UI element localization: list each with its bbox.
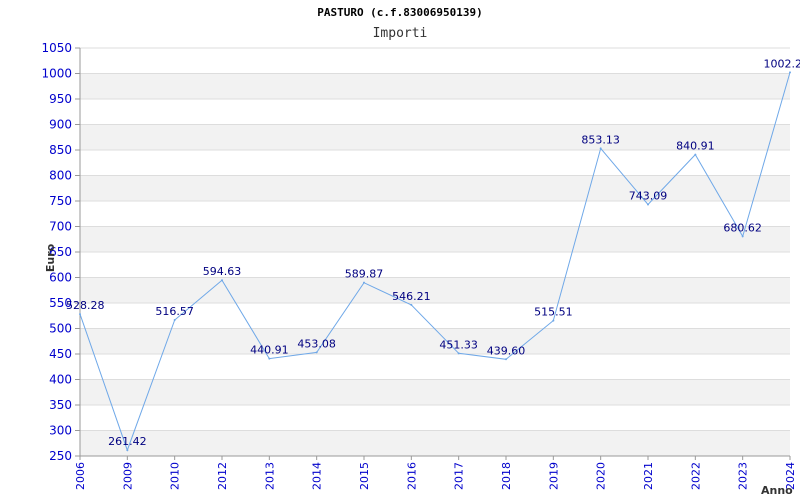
y-tick-label: 700 — [49, 220, 72, 234]
x-tick-label: 2023 — [737, 462, 750, 490]
grid-band — [80, 226, 790, 252]
x-axis-ticks: 2006 2009 2010 2012 2013 2014 2015 2016 2017 2018… — [74, 456, 797, 490]
y-tick-label: 1000 — [41, 67, 72, 81]
y-tick-label: 1050 — [41, 41, 72, 55]
x-tick-label: 2016 — [405, 462, 418, 490]
data-point — [741, 235, 744, 238]
grid-bands — [80, 73, 790, 456]
x-axis-label: Anno — [761, 484, 793, 497]
y-tick-label: 550 — [49, 296, 72, 310]
y-tick-label: 350 — [49, 398, 72, 412]
data-point — [789, 71, 791, 74]
data-label: 594.63 — [203, 265, 242, 278]
y-tick-label: 250 — [49, 449, 72, 463]
data-point — [173, 319, 176, 322]
data-label: 261.42 — [108, 435, 147, 448]
grid-band — [80, 328, 790, 354]
grid-band — [80, 277, 790, 303]
y-tick-label: 650 — [49, 245, 72, 259]
x-tick-label: 2006 — [74, 462, 87, 490]
y-tick-label: 600 — [49, 271, 72, 285]
y-tick-label: 750 — [49, 194, 72, 208]
x-tick-label: 2018 — [500, 462, 513, 490]
data-label: 840.91 — [676, 140, 715, 153]
data-label: 546.21 — [392, 290, 431, 303]
grid-band — [80, 124, 790, 150]
x-tick-label: 2014 — [311, 462, 324, 490]
grid-band — [80, 73, 790, 99]
x-tick-label: 2013 — [263, 462, 276, 490]
data-point — [268, 357, 271, 360]
data-label: 451.33 — [439, 338, 478, 351]
grid-lines — [80, 47, 790, 457]
data-labels: 528.28 261.42 516.57 594.63 440.91 453.08 589.… — [66, 57, 800, 448]
x-tick-label: 2012 — [216, 462, 229, 490]
x-tick-label: 2021 — [642, 462, 655, 490]
data-point — [363, 281, 365, 284]
data-label: 515.51 — [534, 306, 573, 319]
data-label: 853.13 — [581, 133, 620, 146]
x-tick-label: 2024 — [784, 462, 797, 490]
data-point — [457, 352, 460, 355]
data-point — [647, 203, 649, 206]
grid-band — [80, 379, 790, 405]
y-tick-label: 800 — [49, 169, 72, 183]
x-tick-label: 2010 — [169, 462, 182, 490]
data-point — [599, 147, 602, 150]
y-axis-ticks: 250 300 350 400 450 500 550 600 650 700 750 800 850 9… — [41, 41, 80, 463]
data-label: 680.62 — [723, 221, 762, 234]
x-tick-label: 2009 — [121, 462, 134, 490]
data-label: 453.08 — [297, 337, 336, 350]
data-label: 1002.2 — [764, 57, 800, 70]
y-tick-label: 400 — [49, 373, 72, 387]
data-point — [505, 358, 507, 361]
x-tick-label: 2022 — [689, 462, 702, 490]
chart-title: PASTURO (c.f.83006950139) — [317, 6, 483, 19]
data-label: 589.87 — [345, 268, 384, 281]
data-point — [79, 313, 81, 316]
data-point — [126, 449, 129, 452]
x-tick-label: 2015 — [358, 462, 371, 490]
grid-band — [80, 430, 790, 456]
y-tick-label: 500 — [49, 322, 72, 336]
data-label: 439.60 — [487, 344, 526, 357]
data-label: 528.28 — [66, 299, 105, 312]
data-label: 516.57 — [155, 305, 194, 318]
y-tick-label: 850 — [49, 143, 72, 157]
y-tick-label: 900 — [49, 118, 72, 132]
data-point — [410, 303, 413, 306]
y-axis-label: Euro — [44, 243, 57, 272]
x-tick-label: 2020 — [595, 462, 608, 490]
chart-subtitle: Importi — [373, 26, 428, 41]
x-tick-label: 2017 — [453, 462, 466, 490]
y-tick-label: 300 — [49, 424, 72, 438]
data-point — [694, 153, 697, 156]
x-tick-label: 2019 — [547, 462, 560, 490]
data-point — [552, 319, 555, 322]
grid-band — [80, 175, 790, 201]
y-tick-label: 950 — [49, 92, 72, 106]
series-line — [79, 72, 791, 452]
data-point — [221, 279, 223, 282]
data-label: 440.91 — [250, 344, 289, 357]
series-group — [79, 71, 791, 452]
data-point — [315, 351, 318, 354]
data-label: 743.09 — [629, 190, 668, 203]
y-tick-label: 450 — [49, 347, 72, 361]
